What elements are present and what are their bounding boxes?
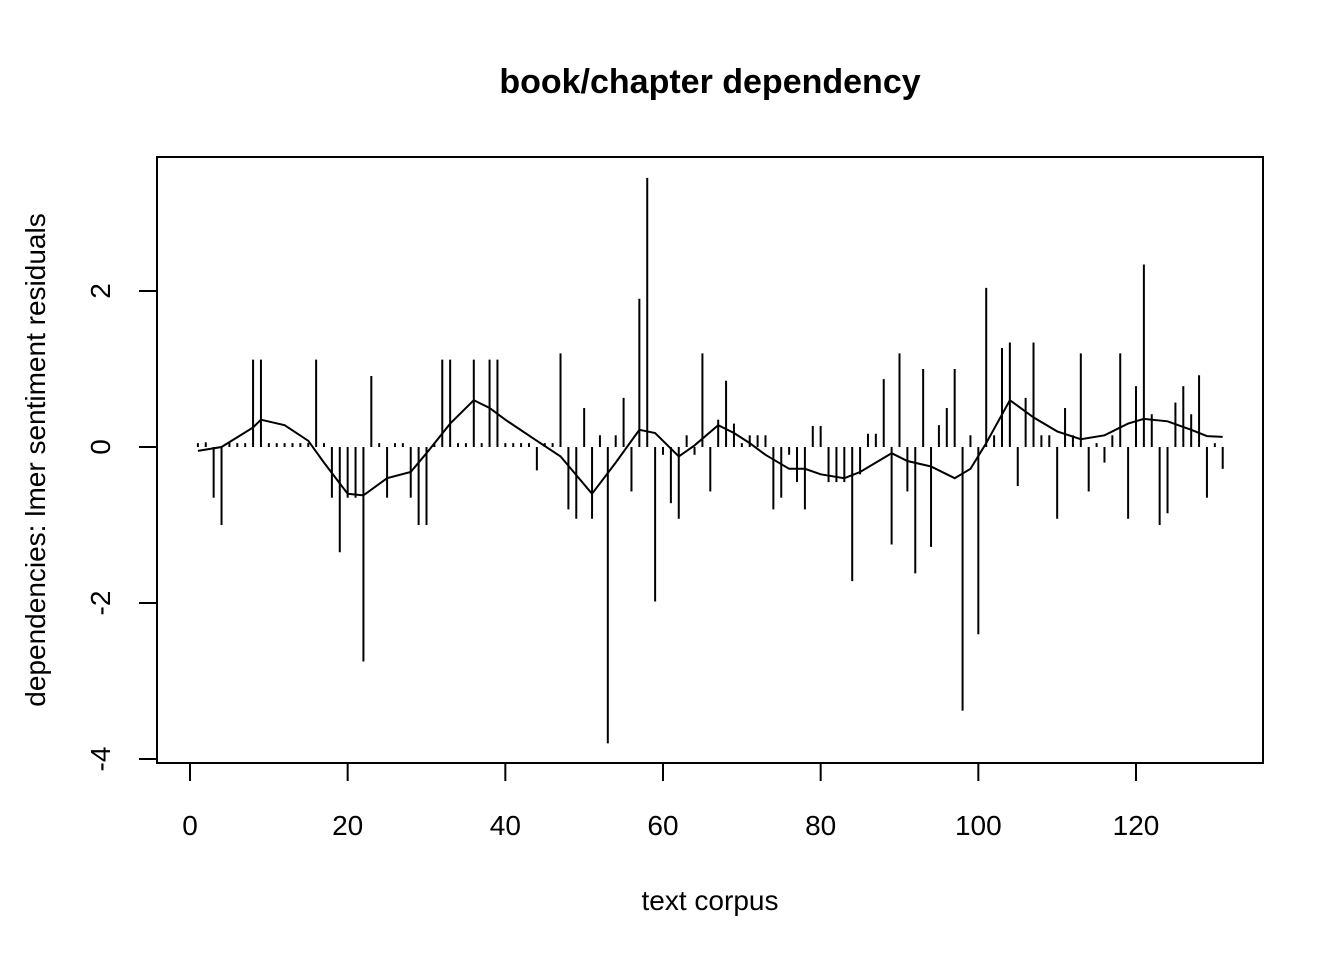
x-tick-label: 100 bbox=[955, 810, 1002, 841]
y-tick-label: 2 bbox=[85, 283, 116, 299]
smoothed-trend-line bbox=[197, 398, 1223, 497]
x-tick-label: 40 bbox=[490, 810, 521, 841]
x-tick-label: 0 bbox=[182, 810, 198, 841]
y-tick-label: -4 bbox=[85, 747, 116, 772]
x-axis: 0 20 40 60 80 100 120 bbox=[182, 762, 1160, 841]
x-tick-label: 120 bbox=[1113, 810, 1160, 841]
x-tick-label: 80 bbox=[805, 810, 836, 841]
y-axis: -4 -2 0 2 bbox=[85, 283, 158, 772]
x-axis-label: text corpus bbox=[642, 885, 779, 916]
y-axis-label: dependencies: lmer sentiment residuals bbox=[20, 213, 51, 706]
x-tick-label: 60 bbox=[647, 810, 678, 841]
y-tick-label: -2 bbox=[85, 591, 116, 616]
y-tick-label: 0 bbox=[85, 439, 116, 455]
residual-spikes bbox=[196, 177, 1224, 744]
chart-title: book/chapter dependency bbox=[499, 63, 920, 101]
x-tick-label: 20 bbox=[332, 810, 363, 841]
